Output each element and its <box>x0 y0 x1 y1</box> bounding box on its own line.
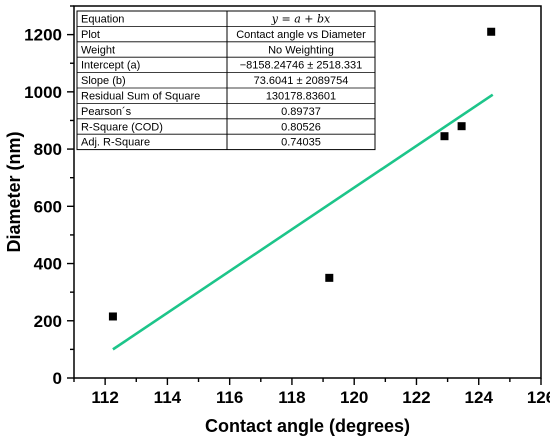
y-tick-label: 1000 <box>24 83 62 102</box>
x-tick-label: 118 <box>278 388 305 407</box>
y-tick-label: 200 <box>34 312 62 331</box>
x-tick-label: 120 <box>340 388 368 407</box>
data-point <box>440 132 449 141</box>
table-row-label: Pearson´s <box>81 106 132 118</box>
table-row-label: Slope (b) <box>81 75 126 87</box>
y-tick-label: 600 <box>34 197 62 216</box>
x-tick-label: 114 <box>154 388 182 407</box>
table-row-label: R-Square (COD) <box>81 121 163 133</box>
x-tick-label: 122 <box>402 388 430 407</box>
table-row-value: y = a + bx <box>271 13 331 26</box>
data-point <box>487 27 496 36</box>
table-row-value: 73.6041 ± 2089754 <box>254 75 349 87</box>
data-point <box>325 273 334 282</box>
table-row-value: −8158.24746 ± 2518.331 <box>240 60 363 72</box>
table-row-value: 130178.83601 <box>266 91 336 103</box>
y-tick-label: 400 <box>34 255 62 274</box>
table-row-value: 0.89737 <box>281 106 321 118</box>
table-border <box>76 10 376 151</box>
table-row-label: Intercept (a) <box>81 60 140 72</box>
table-row-label: Plot <box>81 29 100 41</box>
x-tick-label: 112 <box>91 388 118 407</box>
x-tick-label: 116 <box>216 388 243 407</box>
table-row-label: Equation <box>81 14 124 26</box>
y-tick-label: 800 <box>34 140 62 159</box>
plot-layer <box>108 27 496 351</box>
linear-fit-line <box>112 93 494 351</box>
x-tick-label: 124 <box>465 388 494 407</box>
table-row-value: 0.74035 <box>281 137 321 149</box>
table-row-label: Residual Sum of Square <box>81 91 200 103</box>
data-point <box>108 312 117 321</box>
y-axis-label: Diameter (nm) <box>4 131 24 252</box>
data-point <box>457 122 466 131</box>
x-axis-label: Contact angle (degrees) <box>205 416 410 436</box>
table-row-value: 0.80526 <box>281 121 321 133</box>
x-tick-label: 126 <box>527 388 550 407</box>
fit-results-table: Equation y = a + bx Plot Contact angle vs D… <box>76 10 376 151</box>
table-row-value: No Weighting <box>268 44 334 56</box>
y-tick-label: 1200 <box>24 26 62 45</box>
plot-frame <box>73 5 542 379</box>
table-row-label: Weight <box>81 44 115 56</box>
table-row-value: Contact angle vs Diameter <box>236 29 366 41</box>
y-tick-label: 0 <box>53 369 62 388</box>
table-row-label: Adj. R-Square <box>81 137 150 149</box>
axis-layer: 112 114 116 118 120 122 124 126 0 200 400 600 800 100… <box>24 5 550 407</box>
